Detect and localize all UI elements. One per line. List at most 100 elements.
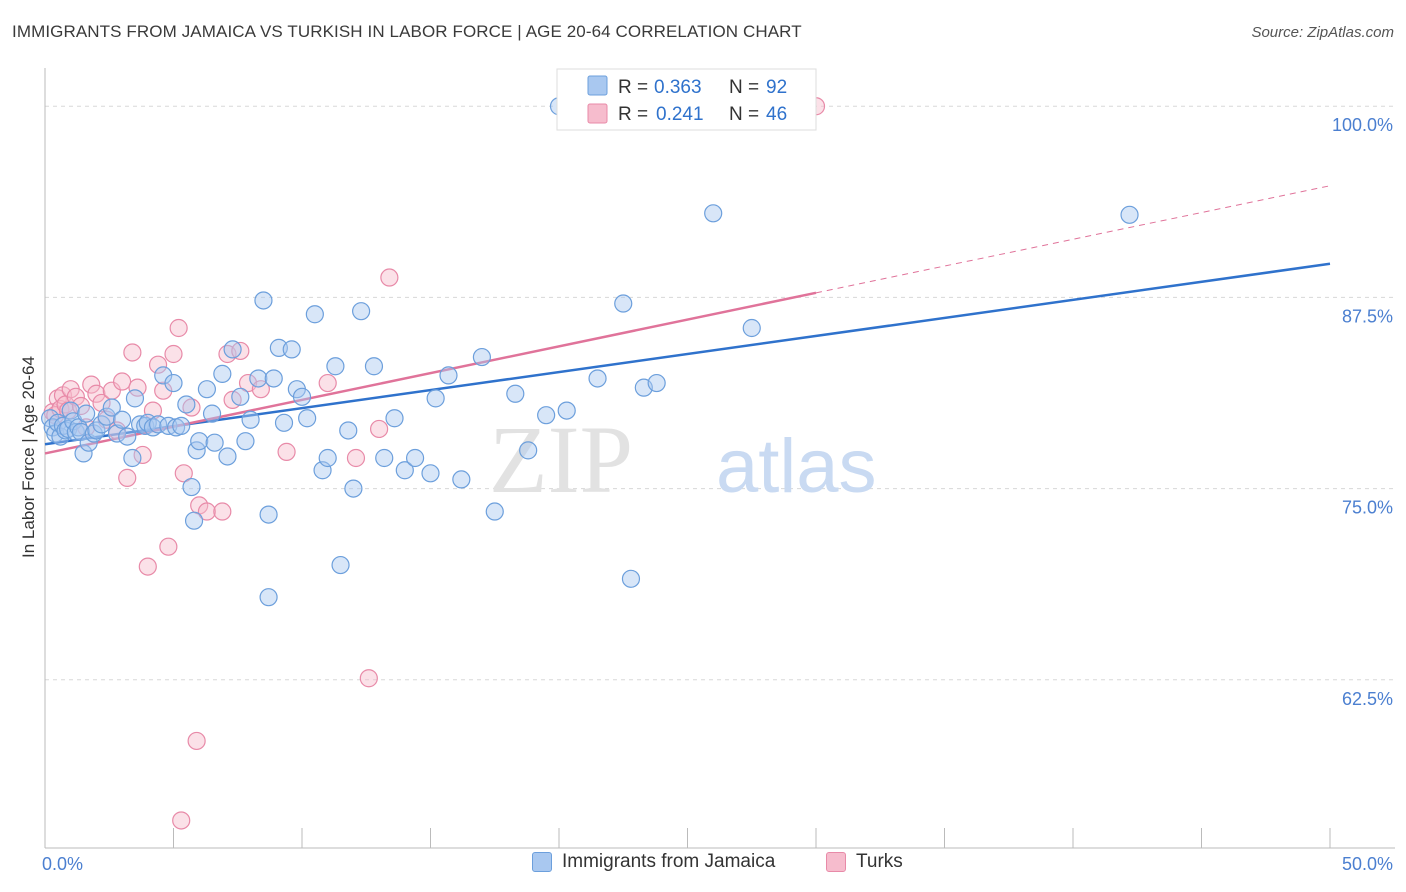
- y-tick-label: 100.0%: [1332, 115, 1393, 135]
- jamaica-point: [184, 511, 204, 530]
- jamaica-point: [182, 477, 201, 497]
- jamaica-point: [352, 302, 371, 321]
- y-axis-title-group: In Labor Force | Age 20-64: [19, 356, 38, 558]
- jamaica-point: [331, 555, 350, 575]
- y-tick-label: 87.5%: [1342, 306, 1393, 326]
- legend-r-value-jamaica: 0.363: [654, 77, 702, 98]
- legend-swatch-turks: [587, 103, 608, 124]
- jamaica-point: [426, 389, 445, 408]
- legend-r-label-jamaica: R =: [618, 77, 648, 98]
- jamaica-point: [118, 427, 137, 446]
- jamaica-point: [259, 505, 278, 524]
- jamaica-point: [190, 432, 209, 451]
- jamaica-point: [241, 410, 260, 429]
- turks-point: [174, 464, 193, 483]
- turks-trendline-extension: [815, 185, 1331, 294]
- jamaica-point: [647, 373, 666, 393]
- turks-point: [346, 448, 366, 468]
- turks-point: [154, 381, 173, 400]
- jamaica-point: [123, 448, 142, 468]
- jamaica-point: [107, 424, 127, 443]
- turks-point: [164, 344, 183, 364]
- turks-point: [159, 537, 178, 556]
- jamaica-point: [298, 409, 317, 428]
- jamaica-point: [405, 448, 425, 468]
- jamaica-point: [197, 380, 217, 399]
- watermark: ZIP atlas: [489, 406, 877, 513]
- turks-point: [359, 669, 378, 688]
- legend-label-turks: Turks: [856, 851, 903, 872]
- jamaica-point: [236, 432, 255, 451]
- turks-point: [92, 393, 111, 413]
- turks-point: [112, 372, 132, 391]
- jamaica-point: [385, 409, 404, 428]
- x-tick-label: 50.0%: [1342, 854, 1393, 874]
- legend-swatch-jamaica-bottom: [532, 852, 552, 872]
- jamaica-point: [218, 447, 237, 466]
- jamaica-point: [61, 401, 80, 420]
- jamaica-point: [205, 433, 224, 452]
- jamaica-point: [742, 318, 761, 338]
- chart-title: IMMIGRANTS FROM JAMAICA VS TURKISH IN LA…: [12, 22, 802, 41]
- watermark-atlas: atlas: [716, 424, 877, 509]
- turks-point: [82, 375, 101, 394]
- x-tick-label: 0.0%: [42, 854, 83, 874]
- jamaica-point: [259, 588, 278, 607]
- turks-point: [277, 442, 296, 461]
- legend-top: R = 0.363 N = 92 R = 0.241 N = 46: [556, 68, 817, 131]
- jamaica-point: [282, 340, 301, 359]
- legend-n-value-jamaica: 92: [766, 77, 787, 98]
- turks-point: [197, 502, 217, 521]
- jamaica-point: [364, 357, 384, 376]
- legend-r-label-turks: R =: [618, 104, 648, 125]
- turks-point: [182, 398, 201, 417]
- turks-point: [123, 343, 142, 362]
- legend-item-turks[interactable]: Turks: [826, 851, 903, 873]
- y-tick-label: 75.0%: [1342, 498, 1393, 518]
- jamaica-point: [704, 204, 723, 223]
- legend-bottom: Immigrants from Jamaica Turks: [0, 851, 1406, 881]
- jamaica-point: [344, 479, 363, 498]
- jamaica-point: [395, 461, 414, 480]
- jamaica-point: [452, 470, 471, 489]
- jamaica-point: [154, 366, 173, 385]
- legend-r-value-turks: 0.241: [656, 104, 704, 125]
- jamaica-point: [339, 421, 358, 440]
- turks-trendline: [44, 291, 817, 455]
- turks-point: [148, 355, 168, 374]
- turks-point: [213, 502, 232, 521]
- jamaica-point: [537, 406, 556, 425]
- source-label: Source: ZipAtlas.com: [1251, 24, 1394, 41]
- turks-point: [138, 557, 157, 576]
- jamaica-point: [202, 404, 222, 423]
- jamaica-point: [485, 502, 504, 521]
- turks-point: [169, 318, 188, 338]
- jamaica-point: [614, 294, 633, 313]
- y-axis-title: In Labor Force | Age 20-64: [19, 356, 38, 558]
- jamaica-point: [223, 340, 242, 359]
- jamaica-point: [74, 444, 93, 463]
- jamaica-point: [1120, 205, 1139, 224]
- jamaica-point: [48, 413, 67, 432]
- axis-layer: 100.0% 87.5% 75.0% 62.5% 0.0% 50.0%: [42, 68, 1395, 874]
- legend-item-jamaica[interactable]: Immigrants from Jamaica: [532, 851, 775, 873]
- legend-swatch-jamaica: [587, 75, 608, 96]
- jamaica-point: [213, 364, 232, 383]
- turks-point: [370, 419, 389, 439]
- jamaica-point: [172, 416, 191, 435]
- turks-point: [251, 380, 270, 399]
- jamaica-points: [41, 97, 1139, 607]
- jamaica-trendline: [44, 262, 1331, 446]
- jamaica-point: [305, 305, 324, 324]
- legend-n-value-turks: 46: [766, 104, 787, 125]
- jamaica-point: [254, 291, 273, 310]
- jamaica-point: [97, 407, 116, 426]
- jamaica-point: [125, 389, 145, 408]
- jamaica-point: [102, 398, 121, 417]
- jamaica-point: [421, 464, 440, 483]
- turks-point: [128, 378, 147, 397]
- jamaica-point: [112, 410, 132, 429]
- jamaica-point: [318, 448, 337, 468]
- turks-point: [231, 341, 250, 361]
- jamaica-point: [274, 413, 294, 432]
